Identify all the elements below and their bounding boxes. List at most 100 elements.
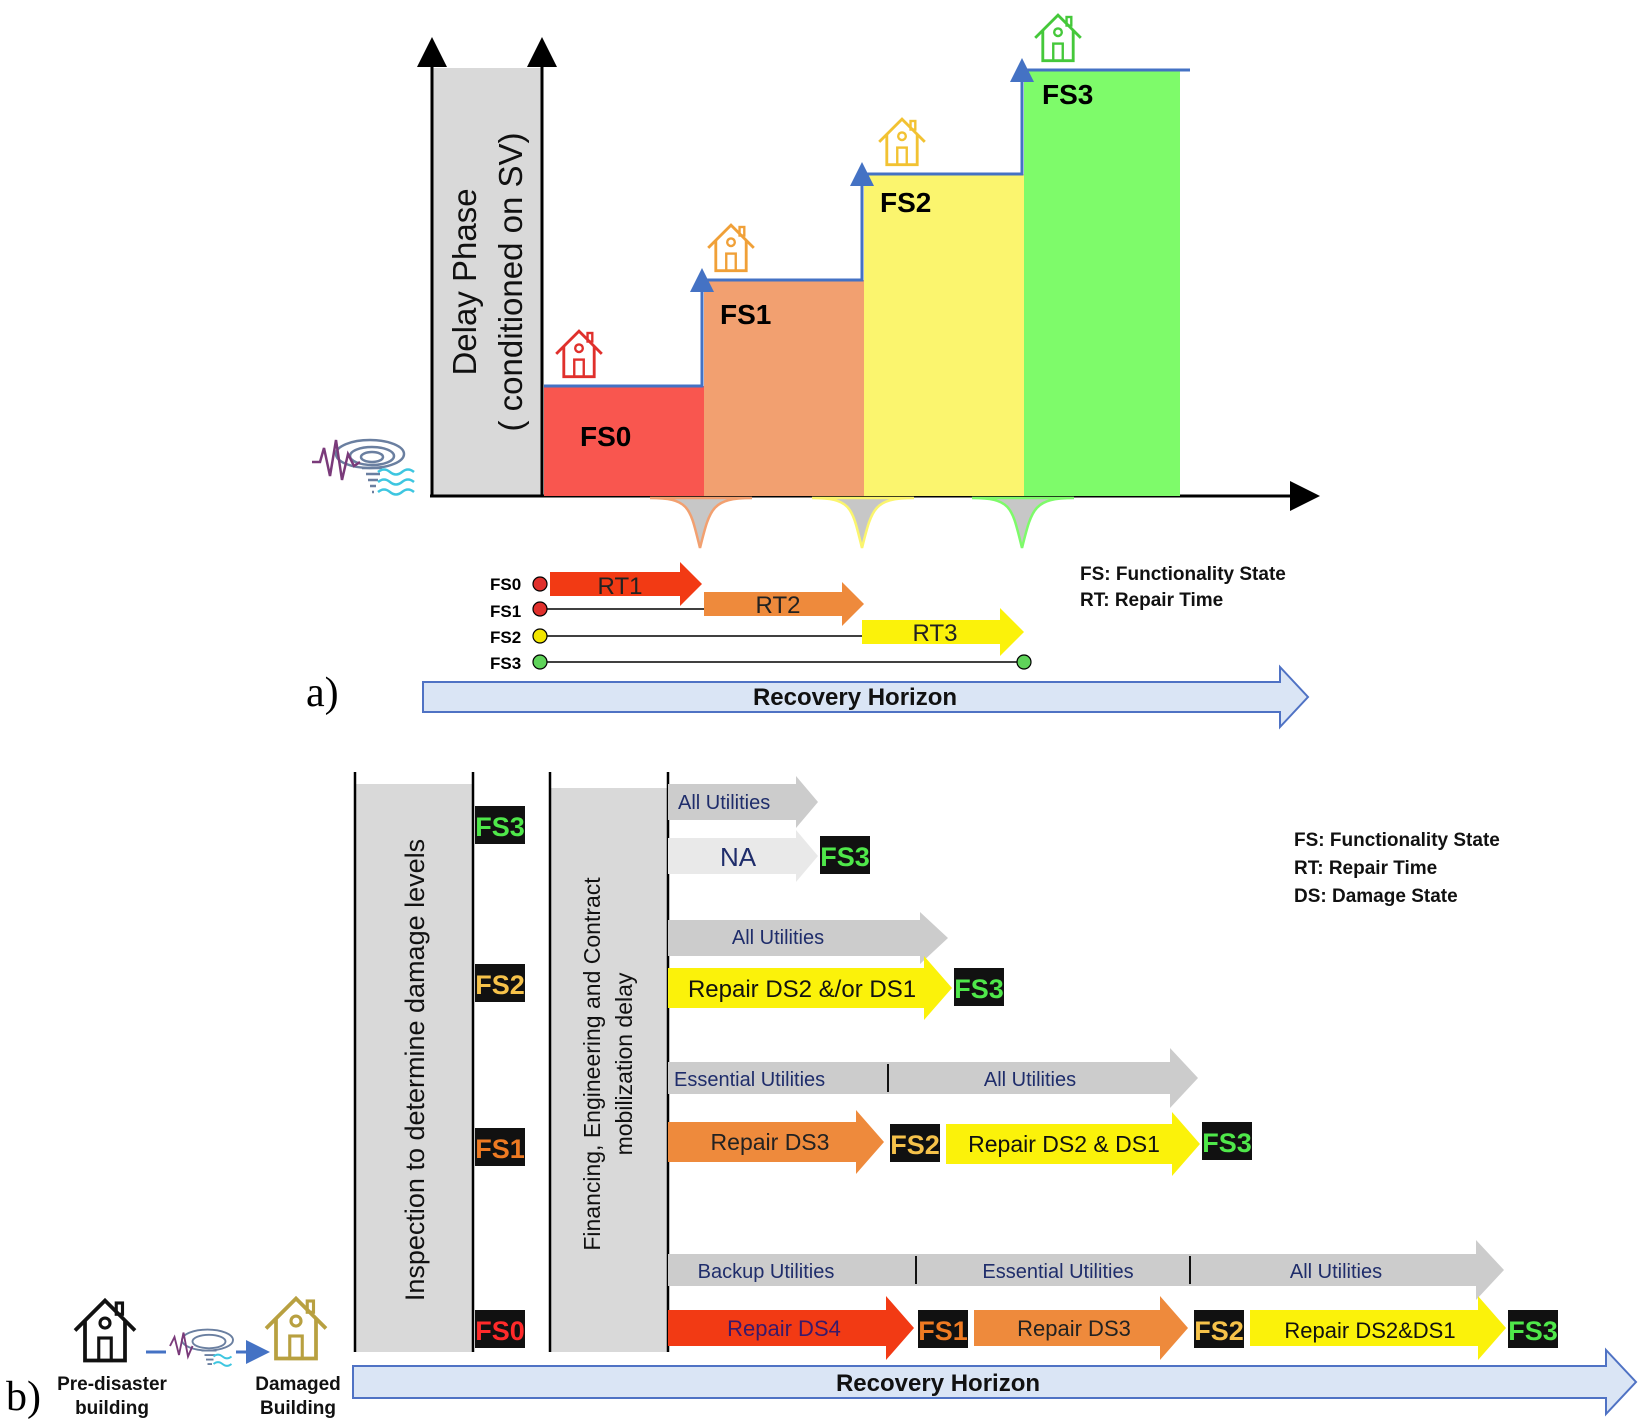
fs1-row-utilities-label-2: All Utilities bbox=[984, 1069, 1076, 1091]
fs-marker-left-fs1: FS1 bbox=[475, 1128, 525, 1166]
transition-bell-1 bbox=[649, 496, 753, 549]
timeline-dot-fs3-end bbox=[1016, 654, 1032, 670]
delay-phase-sublabel: ( conditioned on SV) bbox=[492, 132, 529, 431]
step-fs3 bbox=[1024, 70, 1180, 496]
panel-label-b: b) bbox=[6, 1374, 41, 1420]
delay-phase-label: Delay Phase bbox=[446, 188, 483, 375]
fs1-row-repair-arrow-2 bbox=[946, 1112, 1200, 1176]
svg-text:FS3: FS3 bbox=[820, 842, 870, 872]
inspection-band bbox=[355, 784, 473, 1352]
part-a: Delay Phase ( conditioned on SV) FS0 FS1… bbox=[306, 13, 1320, 730]
financing-label-line2: mobilization delay bbox=[611, 972, 637, 1155]
rt3-arrow bbox=[862, 608, 1024, 656]
svg-text:FS2: FS2 bbox=[475, 970, 525, 1000]
fs1-row-end-marker: FS3 bbox=[1202, 1122, 1252, 1160]
svg-text:FS2: FS2 bbox=[890, 1130, 940, 1160]
svg-text:FS0: FS0 bbox=[475, 1316, 525, 1346]
recovery-horizon-a bbox=[422, 664, 1310, 730]
house-icon-fs1 bbox=[706, 223, 756, 273]
fs0-row-utilities-label-1: Backup Utilities bbox=[698, 1261, 835, 1283]
legend-a-line2: RT: Repair Time bbox=[1080, 590, 1223, 611]
svg-text:FS3: FS3 bbox=[1202, 1128, 1252, 1158]
timeline-dot-fs2 bbox=[532, 628, 548, 644]
fs1-row-mid-marker: FS2 bbox=[890, 1124, 940, 1162]
fs1-row-repair-label-1: Repair DS3 bbox=[711, 1129, 830, 1155]
fs0-row-utilities-label-3: All Utilities bbox=[1290, 1261, 1382, 1283]
transition-bell-3 bbox=[971, 496, 1075, 549]
fs1-row-repair-label-2: Repair DS2 & DS1 bbox=[968, 1131, 1160, 1157]
step-fs2 bbox=[864, 174, 1024, 496]
fs0-row-mid-marker-2: FS2 bbox=[1194, 1310, 1244, 1348]
panel-label-a: a) bbox=[306, 670, 339, 716]
financing-label-line1: Financing, Engineering and Contract bbox=[579, 877, 605, 1251]
fs0-row-repair-label-1: Repair DS4 bbox=[727, 1316, 841, 1341]
damaged-label-1: Damaged bbox=[255, 1374, 341, 1395]
recovery-horizon-a-label: Recovery Horizon bbox=[753, 684, 957, 711]
fs2-row-repair-label: Repair DS2 &/or DS1 bbox=[688, 976, 916, 1003]
timeline-row-label-fs3: FS3 bbox=[490, 654, 521, 673]
svg-text:FS2: FS2 bbox=[1194, 1316, 1244, 1346]
fs0-row-utilities-label-2: Essential Utilities bbox=[982, 1261, 1133, 1283]
rt2-label: RT2 bbox=[756, 592, 801, 619]
recovery-horizon-b bbox=[352, 1347, 1638, 1417]
rt2-arrow bbox=[704, 582, 864, 626]
svg-text:FS3: FS3 bbox=[954, 974, 1004, 1004]
fs0-row-repair-arrow-2 bbox=[974, 1296, 1188, 1360]
legend-b-line1: FS: Functionality State bbox=[1294, 830, 1500, 851]
house-icon-fs3 bbox=[1033, 13, 1083, 63]
hazard-icon bbox=[312, 438, 415, 496]
fs0-row-mid-marker-1: FS1 bbox=[918, 1310, 968, 1348]
legend-a-line1: FS: Functionality State bbox=[1080, 564, 1286, 585]
rt1-label: RT1 bbox=[598, 573, 643, 600]
fs0-row-repair-arrow-3 bbox=[1250, 1296, 1506, 1360]
house-icon-fs0 bbox=[554, 329, 604, 379]
timeline-row-label-fs2: FS2 bbox=[490, 628, 521, 647]
fs-marker-left-fs0: FS0 bbox=[475, 1310, 525, 1348]
inspection-label: Inspection to determine damage levels bbox=[400, 839, 430, 1301]
step-label-fs1: FS1 bbox=[720, 299, 771, 330]
delay-phase-band bbox=[432, 68, 542, 496]
timeline-dot-fs3 bbox=[532, 654, 548, 670]
fs3-row-end-marker: FS3 bbox=[820, 836, 870, 874]
fs0-row-end-marker: FS3 bbox=[1508, 1310, 1558, 1348]
fs1-row-utilities-label-1: Essential Utilities bbox=[674, 1069, 825, 1091]
timeline-row-label-fs0: FS0 bbox=[490, 575, 521, 594]
hazard-icon-small bbox=[169, 1328, 234, 1367]
financing-band bbox=[550, 788, 668, 1352]
part-b: Inspection to determine damage levels Fi… bbox=[6, 772, 1638, 1420]
fs2-row-repair-arrow bbox=[668, 956, 952, 1020]
legend-b-line3: DS: Damage State bbox=[1294, 886, 1458, 907]
fs3-row-utilities-label: All Utilities bbox=[678, 792, 770, 814]
damaged-label-2: Building bbox=[260, 1398, 336, 1419]
svg-text:FS3: FS3 bbox=[475, 812, 525, 842]
fs2-row-end-marker: FS3 bbox=[954, 968, 1004, 1006]
svg-text:FS1: FS1 bbox=[918, 1316, 968, 1346]
fs0-row-repair-label-3: Repair DS2&DS1 bbox=[1284, 1318, 1455, 1343]
fs2-row-utilities-label: All Utilities bbox=[732, 927, 824, 949]
fs3-row-repair-arrow bbox=[668, 830, 818, 882]
fs0-row-repair-label-2: Repair DS3 bbox=[1017, 1316, 1131, 1341]
fs-marker-left-fs3: FS3 bbox=[475, 806, 525, 844]
house-icon-fs2 bbox=[877, 117, 927, 167]
pre-disaster-house-icon bbox=[73, 1298, 137, 1363]
fs3-row-utilities-arrow bbox=[668, 776, 818, 828]
damaged-house-icon bbox=[264, 1296, 328, 1361]
recovery-horizon-b-label: Recovery Horizon bbox=[836, 1370, 1040, 1397]
transition-bell-2 bbox=[811, 496, 915, 549]
fs1-row-utilities-arrow bbox=[668, 1048, 1198, 1108]
step-fs0 bbox=[544, 386, 704, 496]
step-label-fs3: FS3 bbox=[1042, 79, 1093, 110]
fs2-row-utilities-arrow bbox=[668, 912, 948, 964]
step-label-fs2: FS2 bbox=[880, 187, 931, 218]
fs1-row-repair-arrow-1 bbox=[668, 1110, 884, 1174]
fs3-row-repair-label: NA bbox=[720, 842, 757, 872]
legend-b-line2: RT: Repair Time bbox=[1294, 858, 1437, 879]
fs0-row-repair-arrow-1 bbox=[668, 1296, 914, 1360]
fs-marker-left-fs2: FS2 bbox=[475, 964, 525, 1002]
rt1-arrow bbox=[550, 562, 702, 606]
timeline-row-label-fs1: FS1 bbox=[490, 602, 521, 621]
timeline-dot-fs0 bbox=[532, 576, 548, 592]
pre-disaster-label-2: building bbox=[75, 1398, 149, 1419]
step-label-fs0: FS0 bbox=[580, 421, 631, 452]
